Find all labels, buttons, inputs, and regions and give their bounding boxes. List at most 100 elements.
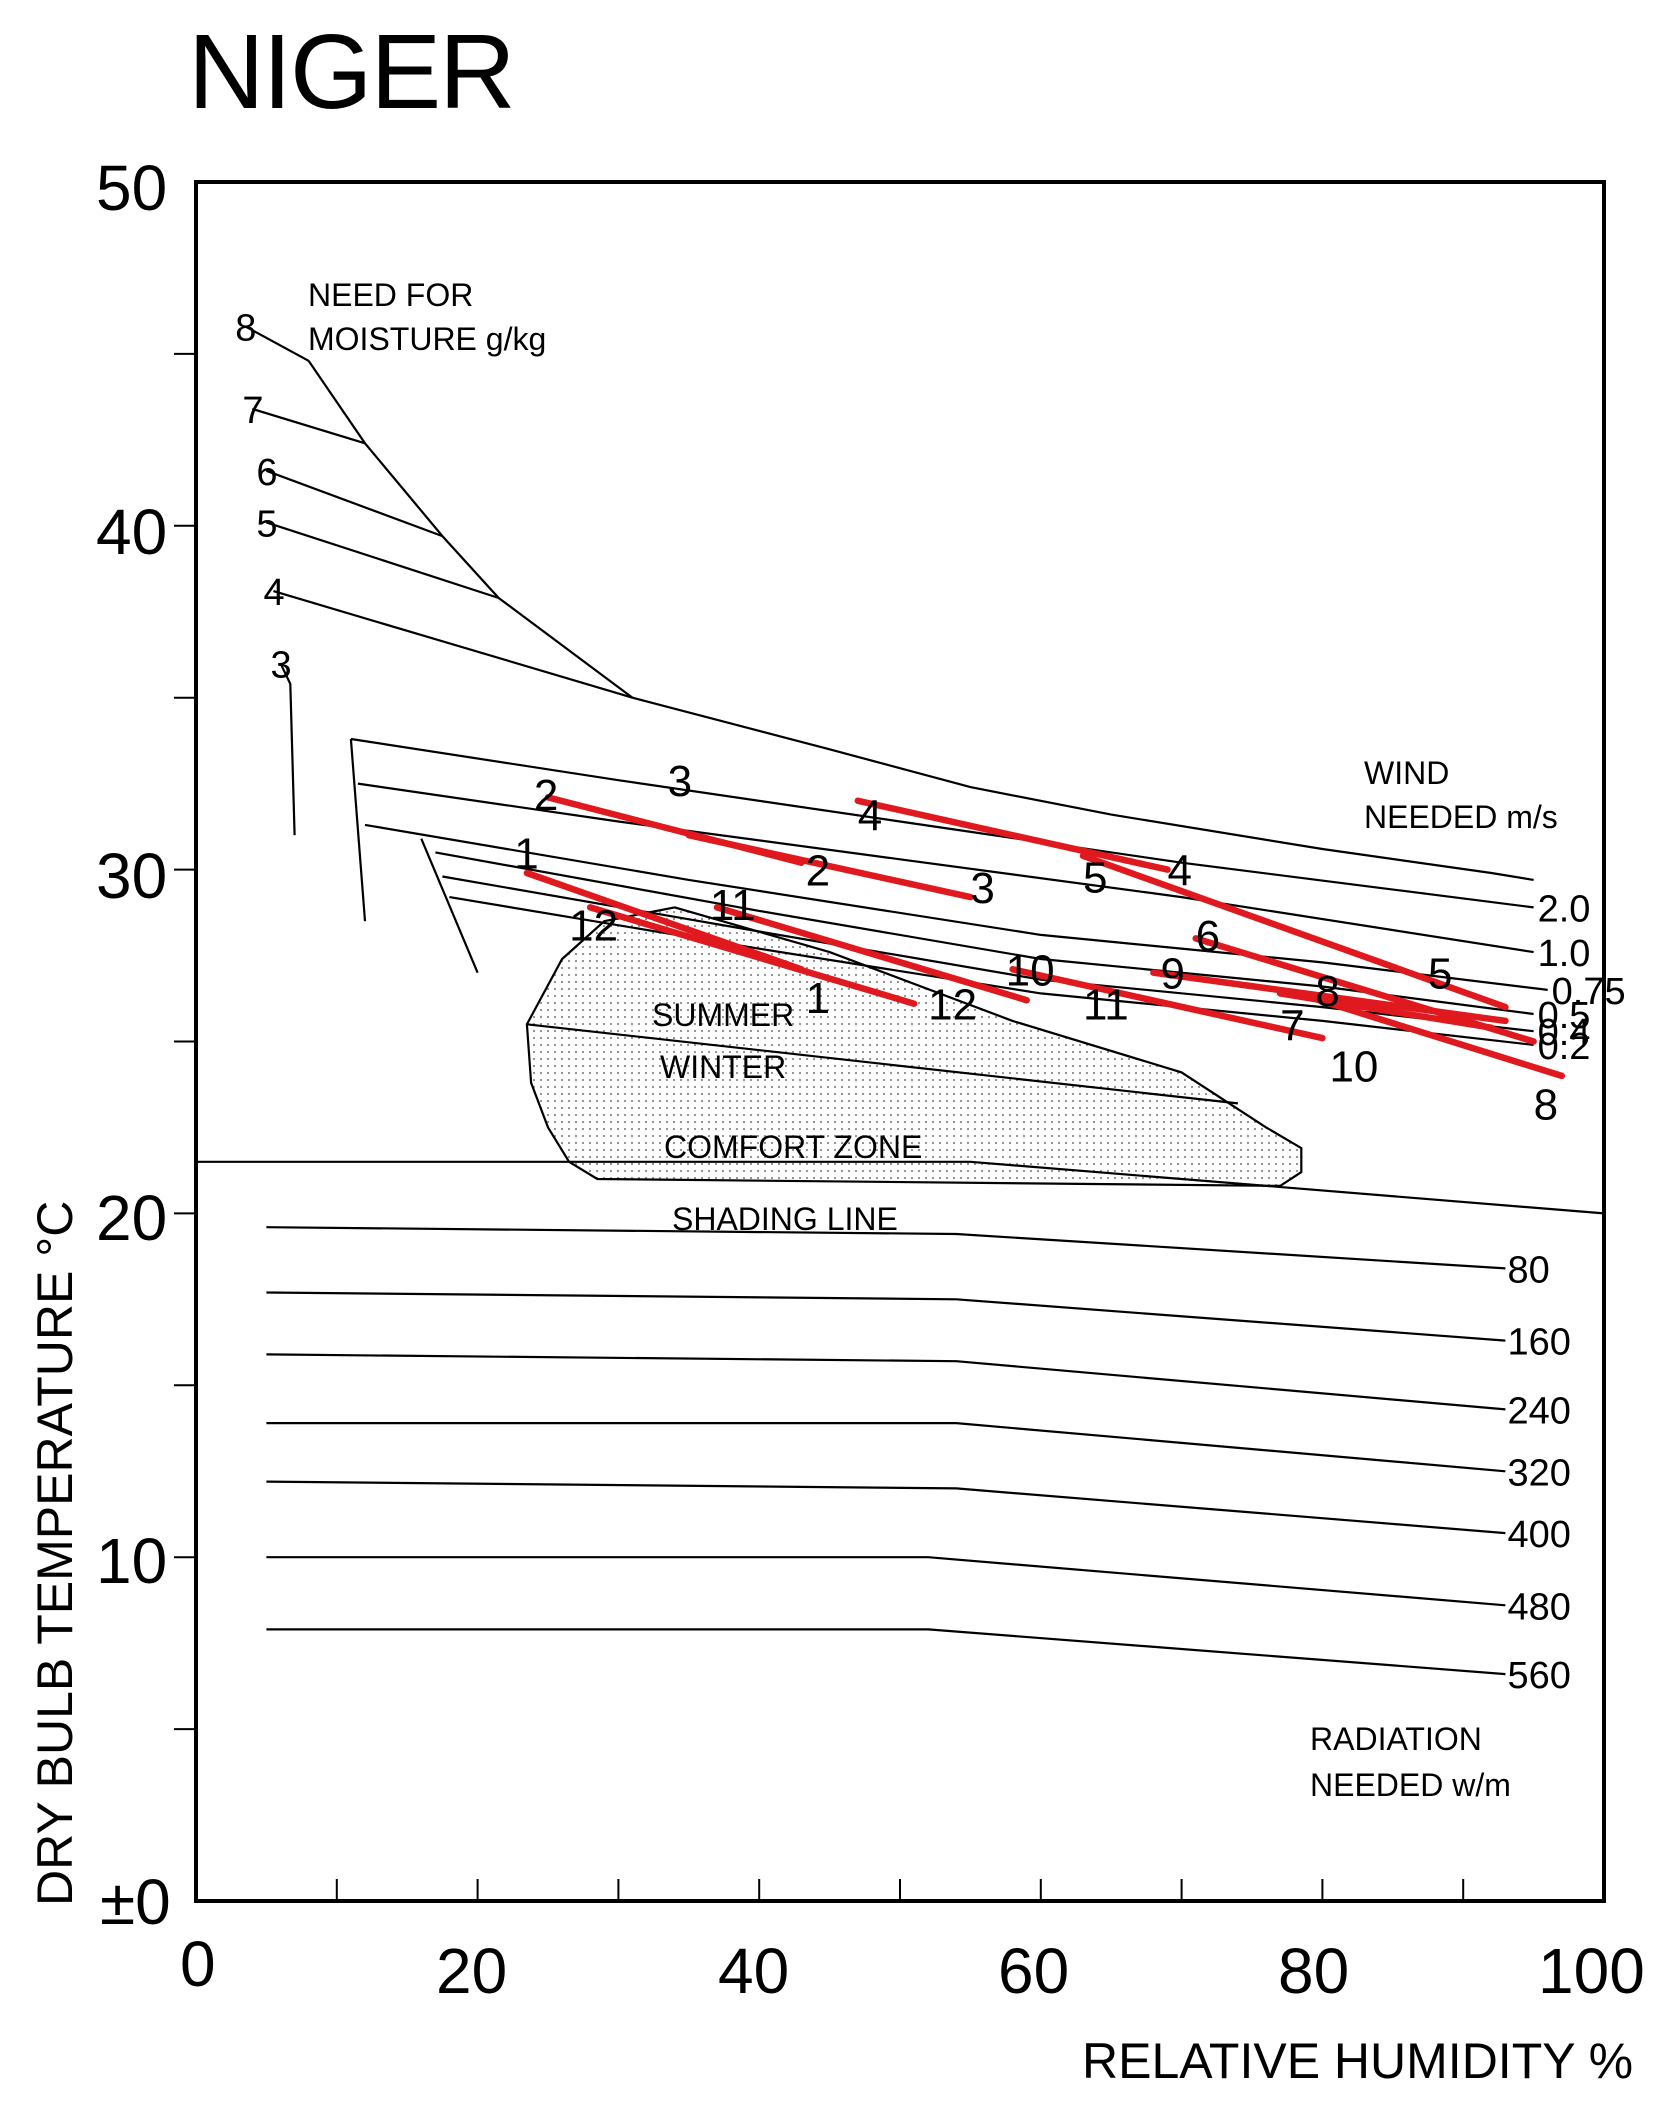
wind-boundary-1 [349,738,367,922]
moisture-line-8 [244,325,310,362]
radiation-label-400: 400 [1507,1514,1570,1556]
month-label-10-9: 10 [1006,946,1055,995]
moisture-label-7: 7 [242,390,263,432]
month-label-2-1: 2 [534,771,558,820]
radiation-line-400 [266,1480,1506,1535]
month-label-8-20: 8 [1534,1080,1558,1129]
month-label-3-2: 3 [668,757,692,806]
annotation-radiation-needed: RADIATION NEEDED w/m [1310,1721,1511,1803]
moisture-line-6 [266,469,443,538]
radiation-line-160 [266,1291,1506,1342]
moisture-line-5 [266,521,500,600]
moisture-line-7 [251,407,366,445]
x-axis-title: RELATIVE HUMIDITY % [1082,2033,1633,2089]
month-label-7-6: 7 [1280,1001,1304,1050]
month-label-5-4: 5 [1083,853,1107,902]
month-label-10-17: 10 [1329,1043,1378,1092]
moisture-label-6: 6 [256,452,277,494]
radiation-line-320 [266,1422,1506,1473]
wind-line-1-0 [357,782,1534,954]
y-tick-label-50: 50 [96,152,167,224]
wind-label-0-75: 0.75 [1552,971,1626,1013]
month-label-4-3: 4 [858,792,882,841]
moisture-line-4 [273,590,1534,881]
wind-line-0-2 [449,896,1534,1046]
wind-label-2-0: 2.0 [1538,888,1591,930]
annotation-wind-needed-line2: NEEDED m/s [1364,799,1558,835]
radiation-line-480 [266,1556,1506,1607]
label-shading-line: SHADING LINE [672,1201,898,1237]
monthly-series-layer [523,794,1566,1080]
radiation-label-560: 560 [1507,1655,1570,1697]
summer-winter-divider [526,1023,1239,1105]
month-line-3 [685,831,974,901]
moisture-label-5: 5 [256,503,277,545]
month-label-11-10: 11 [710,881,756,930]
month-label-5-16: 5 [1428,950,1452,999]
axis-ticks [174,352,1465,1901]
y-axis-title: DRY BULB TEMPERATURE °C [27,1201,83,1906]
radiation-label-160: 160 [1507,1322,1570,1364]
shading-line [196,1160,1605,1215]
annotation-radiation-needed-line1: RADIATION [1310,1721,1482,1757]
month-label-6-5: 6 [1196,912,1220,961]
month-line-12 [586,904,918,1007]
radiation-line-560 [266,1628,1506,1676]
month-label-11-18: 11 [1083,981,1129,1030]
month-label-1-12: 1 [806,974,830,1023]
label-summer: SUMMER [652,997,794,1033]
y-tick-label-0: ±0 [100,1866,171,1938]
x-tick-label-60: 60 [998,1935,1069,2007]
month-label-2-13: 2 [806,847,830,896]
annotation-wind-needed: WIND NEEDED m/s [1364,755,1558,835]
month-label-8-7: 8 [1315,967,1339,1016]
y-tick-label-20: 20 [96,1182,167,1254]
month-line-10 [1009,966,1326,1042]
month-line-11 [713,904,1030,1004]
month-label-12-19: 12 [928,981,977,1030]
x-tick-label-100: 100 [1538,1935,1645,2007]
moisture-label-3: 3 [270,644,291,686]
radiation-label-320: 320 [1507,1452,1570,1494]
wind-line-0-4 [442,875,1534,1033]
month-line-4 [854,797,1171,873]
wind-label-0-5: 0.5 [1538,995,1591,1037]
month-label-12-11: 12 [569,902,618,951]
annotation-wind-needed-line1: WIND [1364,755,1449,791]
label-winter: WINTER [660,1049,786,1085]
wind-label-0-2: 0.2 [1538,1026,1591,1068]
scale-labels-layer: 8765432.01.00.750.50.40.2801602403204004… [235,307,1625,1697]
x-tick-label-40: 40 [718,1935,789,2007]
wind-label-1-0: 1.0 [1538,933,1591,975]
radiation-label-240: 240 [1507,1390,1570,1432]
y-tick-label-30: 30 [96,840,167,912]
annotation-need-for-moisture: NEED FOR MOISTURE g/kg [308,277,546,357]
annotation-need-for-moisture-line2: MOISTURE g/kg [308,321,546,357]
wind-boundary-2 [420,838,479,974]
y-tick-label-40: 40 [96,496,167,568]
wind-line-2-0 [350,737,1534,909]
moisture-line-3 [279,662,296,836]
month-line-5 [1079,852,1509,1011]
chart-title: NIGER [188,13,514,131]
wind-label-0-4: 0.4 [1538,1012,1591,1054]
radiation-label-480: 480 [1507,1586,1570,1628]
label-comfort-zone: COMFORT ZONE [664,1129,922,1165]
annotation-radiation-needed-line2: NEEDED w/m [1310,1767,1511,1803]
x-tick-label-0: 0 [180,1928,216,2000]
radiation-line-80 [266,1226,1506,1270]
x-tick-label-20: 20 [436,1935,507,2007]
month-label-4-15: 4 [1168,847,1192,896]
moisture-boundary [307,360,634,699]
month-label-9-8: 9 [1160,950,1184,999]
x-tick-label-80: 80 [1278,1935,1349,2007]
month-label-3-14: 3 [970,864,994,913]
radiation-label-80: 80 [1507,1249,1549,1291]
radiation-line-240 [266,1353,1506,1411]
moisture-label-4: 4 [263,572,284,614]
moisture-label-8: 8 [235,307,256,349]
month-line-8 [1305,993,1566,1080]
y-tick-label-10: 10 [96,1525,167,1597]
month-line-9 [1150,969,1509,1025]
